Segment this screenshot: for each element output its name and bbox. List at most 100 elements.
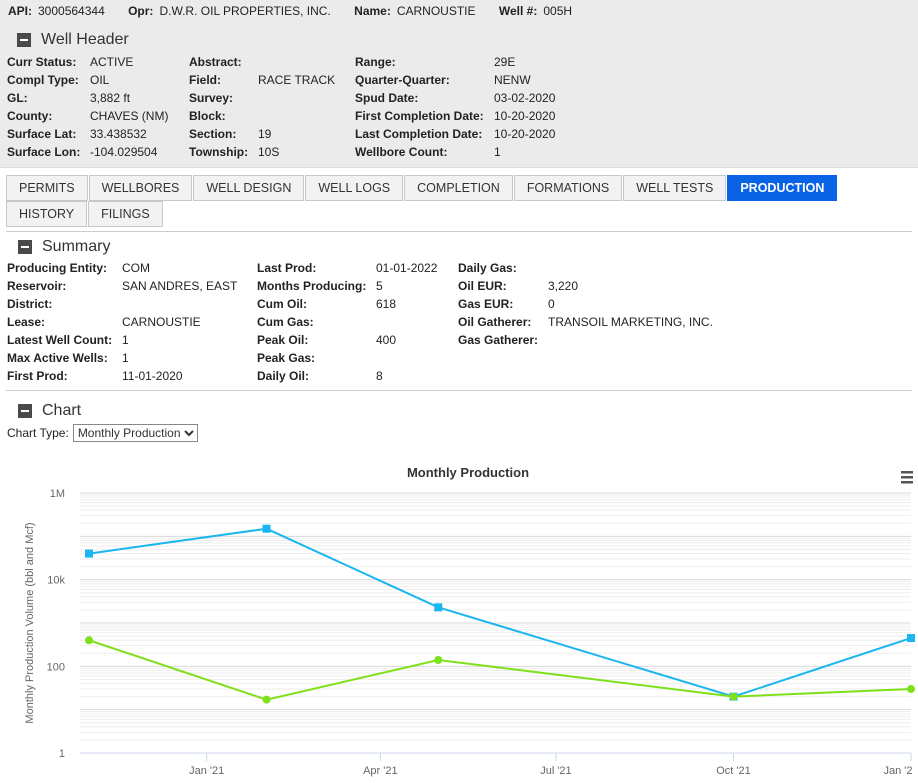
tabs: PERMITS WELLBORES WELL DESIGN WELL LOGS COMP… [6,175,912,227]
chart-title: Monthly Production [407,465,529,480]
field-value: COM [122,261,150,275]
well-header-row: Curr Status: ACTIVE Abstract: Range: 29E [7,53,918,71]
field-value: 03-02-2020 [494,91,556,105]
field-label: Reservoir: [7,279,67,293]
data-point[interactable] [907,684,915,693]
field-label: Oil Gatherer: [458,315,532,329]
field-label: Wellbore Count: [355,145,448,159]
field-value: SAN ANDRES, EAST [122,279,238,293]
field-label: Compl Type: [7,73,79,87]
api-label: API: [8,4,32,18]
data-point[interactable] [434,656,443,665]
summary-row: District: Cum Oil: 618 Gas EUR: 0 [7,295,918,313]
summary-row: First Prod: 11-01-2020 Daily Oil: 8 [7,367,918,385]
summary-field: Oil Gatherer: TRANSOIL MARKETING, INC. [458,315,758,329]
data-point[interactable] [262,695,271,704]
summary-field: Cum Oil: 618 [257,297,458,311]
summary-field: Lease: CARNOUSTIE [7,315,257,329]
field-value: 29E [494,55,516,69]
chart-section: Chart Chart Type: Monthly Production Mon… [0,391,918,778]
chart-type-row: Chart Type: Monthly Production [0,423,918,443]
chart-section-title: Chart [42,402,82,419]
field-value: 19 [258,127,272,141]
field-label: Curr Status: [7,55,77,69]
well-header-field: Block: [189,109,355,123]
field-value: 1 [494,145,501,159]
field-label: Block: [189,109,226,123]
data-point[interactable] [85,636,93,645]
field-label: Gas EUR: [458,297,514,311]
field-value: 33.438532 [90,127,147,141]
well-header-row: County: CHAVES (NM) Block: First Completion… [7,107,918,125]
tab-filings[interactable]: FILINGS [88,201,163,227]
well-header-field: Abstract: [189,55,355,69]
field-label: Township: [189,145,249,159]
data-point[interactable] [262,524,271,533]
field-label: Peak Oil: [257,333,309,347]
summary-field: Oil EUR: 3,220 [458,279,758,293]
field-label: Max Active Wells: [7,351,108,365]
well-header-section: Well Header Curr Status: ACTIVE Abstract: R… [0,24,918,168]
field-value: 0 [548,297,555,311]
summary-row: Lease: CARNOUSTIE Cum Gas: Oil Gatherer: TRA… [7,313,918,331]
tab-well-tests[interactable]: WELL TESTS [623,175,727,201]
field-label: Gas Gatherer: [458,333,539,347]
collapse-minus-icon[interactable] [18,404,32,418]
field-label: Cum Gas: [257,315,314,329]
data-point[interactable] [85,549,93,558]
data-point[interactable] [729,692,738,701]
tab-production[interactable]: PRODUCTION [727,175,838,201]
hamburger-menu-icon[interactable] [901,471,913,484]
tab-bar: PERMITS WELLBORES WELL DESIGN WELL LOGS COMP… [0,168,918,227]
well-header-field: Range: 29E [355,55,655,69]
collapse-minus-icon[interactable] [18,240,32,254]
field-label: County: [7,109,53,123]
y-tick-label: 10k [47,575,65,587]
chart-type-select[interactable]: Monthly Production [72,424,198,442]
tab-well-logs[interactable]: WELL LOGS [305,175,404,201]
field-value: -104.029504 [90,145,158,159]
summary-field: Peak Oil: 400 [257,333,458,347]
collapse-minus-icon[interactable] [17,33,31,47]
summary-field: Gas EUR: 0 [458,297,758,311]
summary-row: Producing Entity: COM Last Prod: 01-01-2022… [7,259,918,277]
well-header-row: GL: 3,882 ft Survey: Spud Date: 03-02-2020 [7,89,918,107]
tab-wellbores[interactable]: WELLBORES [88,175,193,201]
summary-fields: Producing Entity: COM Last Prod: 01-01-2022… [0,259,918,385]
field-label: Months Producing: [257,279,367,293]
summary-field: Daily Oil: 8 [257,369,458,383]
field-value: 3,220 [548,279,579,293]
y-tick-label: 100 [47,661,65,673]
field-label: Cum Oil: [257,297,307,311]
field-value: OIL [90,73,110,87]
tab-permits[interactable]: PERMITS [6,175,88,201]
x-tick-label: Jan '21 [189,765,224,777]
field-label: Abstract: [189,55,242,69]
field-label: Lease: [7,315,46,329]
field-value: 400 [376,333,397,347]
well-number-value: 005H [543,4,573,18]
operator-value: D.W.R. OIL PROPERTIES, INC. [159,4,331,18]
well-header-row: Surface Lon: -104.029504 Township: 10S Wellb… [7,143,918,161]
menu-bar [901,476,913,479]
well-header-field: Survey: [189,91,355,105]
well-header-field: Curr Status: ACTIVE [7,55,189,69]
well-header-field: Township: 10S [189,145,355,159]
field-value: 11-01-2020 [122,369,183,383]
summary-row: Max Active Wells: 1 Peak Gas: [7,349,918,367]
well-header-field: County: CHAVES (NM) [7,109,189,123]
field-value: 618 [376,297,397,311]
series-line-2 [88,639,912,701]
field-label: Quarter-Quarter: [355,73,450,87]
field-label: District: [7,297,53,311]
field-label: GL: [7,91,28,105]
tab-well-design[interactable]: WELL DESIGN [193,175,305,201]
tab-formations[interactable]: FORMATIONS [513,175,623,201]
data-point[interactable] [907,634,915,643]
summary-field: Reservoir: SAN ANDRES, EAST [7,279,257,293]
tab-completion[interactable]: COMPLETION [404,175,513,201]
tab-history[interactable]: HISTORY [6,201,88,227]
data-point[interactable] [434,603,443,612]
field-value: RACE TRACK [258,73,336,87]
field-label: Last Prod: [257,261,317,275]
